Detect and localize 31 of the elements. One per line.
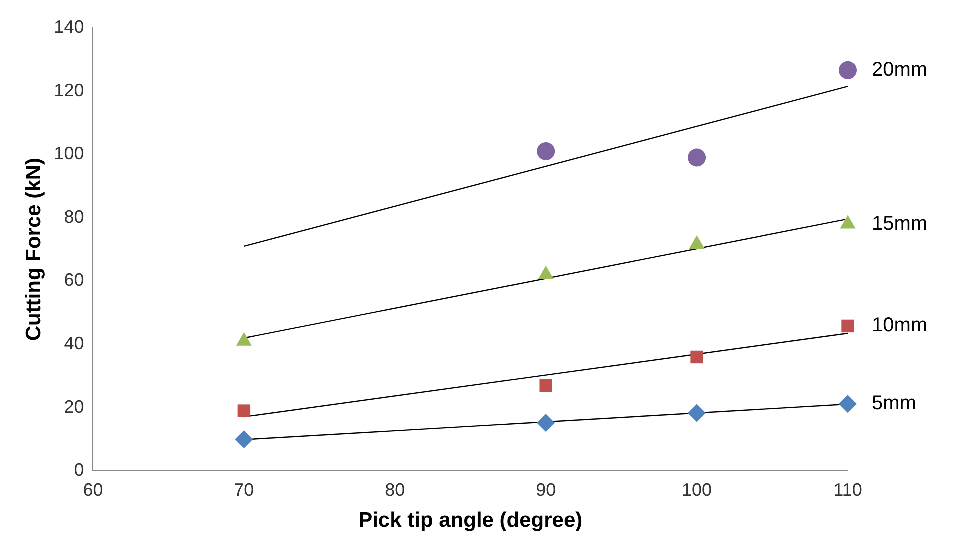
x-tick-label: 100 (682, 480, 712, 500)
point (537, 414, 556, 432)
x-tick-label: 90 (536, 480, 556, 500)
point (842, 320, 854, 333)
point (690, 350, 704, 364)
y-tick-label: 40 (64, 334, 84, 354)
point (537, 142, 556, 160)
y-tick-label: 100 (54, 144, 84, 164)
point (839, 61, 857, 80)
y-tick-label: 80 (64, 206, 84, 227)
y-tick-label: 60 (64, 270, 84, 290)
x-tick-label: 110 (834, 480, 862, 500)
y-tick-label: 120 (54, 80, 84, 100)
series-label: 20mm (872, 58, 928, 81)
series-label: 5mm (872, 392, 916, 415)
y-tick-label: 0 (74, 460, 84, 480)
series-label: 10mm (872, 314, 928, 337)
series-label: 15mm (872, 212, 928, 235)
y-axis-title: Cutting Force (kN) (22, 158, 46, 342)
x-axis-title: Pick tip angle (degree) (358, 509, 583, 532)
point (238, 404, 251, 418)
x-tick-label: 60 (83, 480, 104, 500)
y-tick-label: 140 (54, 16, 84, 37)
point (235, 430, 254, 449)
point (839, 395, 857, 414)
point (688, 148, 706, 167)
x-tick-label: 70 (234, 480, 254, 500)
y-tick-label: 20 (64, 396, 84, 417)
point (688, 404, 706, 422)
point (540, 379, 552, 392)
x-tick-label: 80 (385, 480, 406, 500)
